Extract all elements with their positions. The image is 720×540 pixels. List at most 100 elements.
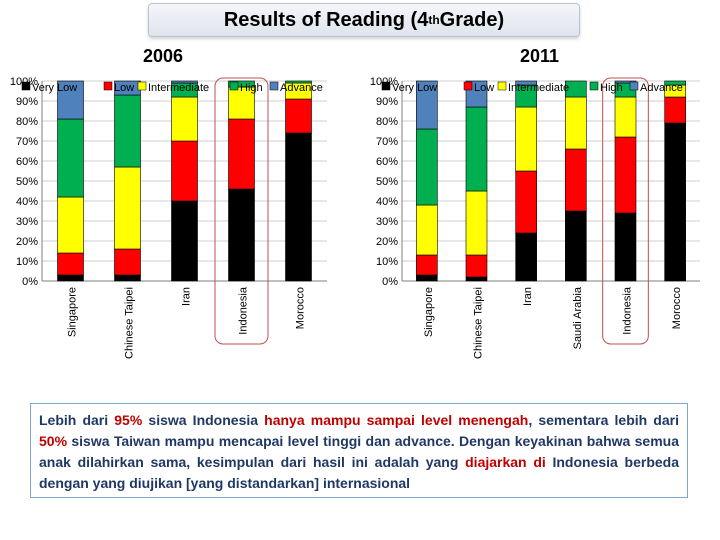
bar-segment bbox=[565, 148, 587, 212]
bar-segment bbox=[228, 86, 255, 120]
bar-segment bbox=[416, 80, 438, 130]
bar-segment bbox=[114, 274, 141, 282]
y-tick-label: 90% bbox=[376, 96, 398, 108]
bar-segment bbox=[57, 118, 84, 198]
bar-segment bbox=[664, 96, 686, 124]
title-sup: th bbox=[428, 13, 440, 27]
bar-segment bbox=[114, 166, 141, 250]
bar-segment bbox=[416, 254, 438, 276]
note-part: Lebih dari bbox=[39, 412, 115, 428]
y-tick-label: 0% bbox=[382, 276, 398, 288]
legend-label: Very Low bbox=[32, 82, 77, 94]
legend-label: Intermediate bbox=[148, 82, 209, 94]
chart-2011-title: 2011 bbox=[520, 46, 560, 66]
x-category-label: Singapore bbox=[423, 287, 435, 337]
x-category-label: Morocco bbox=[295, 287, 307, 329]
bar-segment bbox=[515, 106, 537, 172]
bar-segment bbox=[565, 80, 587, 98]
note-part: , sementara lebih dari bbox=[528, 412, 679, 428]
note-part: 95% bbox=[114, 412, 149, 428]
y-tick-label: 80% bbox=[16, 116, 38, 128]
highlight-frame bbox=[602, 77, 649, 345]
legend-label: Low bbox=[474, 82, 494, 94]
legend-swatch bbox=[463, 81, 473, 91]
bar-segment bbox=[57, 252, 84, 276]
y-tick-label: 80% bbox=[376, 116, 398, 128]
note-part: diajarkan di bbox=[465, 454, 546, 470]
y-tick-label: 20% bbox=[376, 236, 398, 248]
bar-segment bbox=[285, 80, 312, 84]
legend-swatch bbox=[229, 81, 239, 91]
x-category-label: Chinese Taipei bbox=[473, 287, 485, 359]
bar-segment bbox=[171, 96, 198, 142]
highlight-frame bbox=[214, 77, 269, 345]
y-tick-label: 70% bbox=[376, 136, 398, 148]
legend-label: Low bbox=[114, 82, 134, 94]
note-part: 50% bbox=[39, 433, 72, 449]
bar-segment bbox=[416, 204, 438, 256]
bar-segment bbox=[465, 276, 488, 282]
legend-swatch bbox=[21, 81, 31, 91]
x-category-label: Indonesia bbox=[238, 286, 250, 335]
y-tick-label: 70% bbox=[16, 136, 38, 148]
bar-segment bbox=[228, 80, 255, 88]
bar-segment bbox=[171, 80, 198, 84]
bar-segment bbox=[565, 96, 587, 150]
bar-segment bbox=[57, 196, 84, 254]
y-tick-label: 10% bbox=[16, 256, 38, 268]
bar-segment bbox=[614, 136, 637, 214]
legend-swatch bbox=[589, 81, 599, 91]
legend-swatch bbox=[497, 81, 507, 91]
bar-segment bbox=[171, 140, 198, 202]
legend-label: Advance bbox=[280, 82, 323, 94]
bar-segment bbox=[285, 132, 312, 282]
conclusion-note: Lebih dari 95% siswa Indonesia hanya mam… bbox=[30, 403, 688, 498]
legend-label: Advance bbox=[640, 82, 683, 94]
bar-segment bbox=[515, 232, 537, 282]
bar-segment bbox=[285, 98, 312, 134]
y-tick-label: 50% bbox=[376, 176, 398, 188]
x-category-label: Singapore bbox=[67, 287, 79, 337]
y-tick-label: 90% bbox=[16, 96, 38, 108]
x-category-label: Chinese Taipei bbox=[124, 287, 136, 359]
y-tick-label: 60% bbox=[376, 156, 398, 168]
charts-canvas: 0%10%20%30%40%50%60%70%80%90%100%Singapo… bbox=[10, 76, 700, 359]
x-category-label: Iran bbox=[522, 287, 534, 306]
note-part: Indonesia berbeda dengan yang diujikan [… bbox=[39, 454, 679, 491]
note-part: siswa Taiwan bbox=[71, 433, 165, 449]
legend-swatch bbox=[269, 81, 279, 91]
x-category-label: Saudi Arabia bbox=[572, 286, 584, 349]
bar-segment bbox=[515, 170, 537, 234]
bar-segment bbox=[228, 188, 255, 282]
y-tick-label: 20% bbox=[16, 236, 38, 248]
y-tick-label: 50% bbox=[16, 176, 38, 188]
y-tick-label: 0% bbox=[22, 276, 38, 288]
bar-segment bbox=[465, 190, 488, 256]
legend-swatch bbox=[381, 81, 391, 91]
page-title: Results of Reading (4 th Grade) bbox=[148, 3, 580, 37]
legend-label: Very Low bbox=[392, 82, 437, 94]
x-category-label: Indonesia bbox=[622, 286, 634, 335]
y-tick-label: 10% bbox=[376, 256, 398, 268]
bar-segment bbox=[114, 94, 141, 168]
note-part: . Dengan keyakinan bahwa semua anak dila… bbox=[39, 433, 679, 470]
bar-segment bbox=[664, 122, 686, 282]
y-tick-label: 40% bbox=[376, 196, 398, 208]
bar-segment bbox=[57, 274, 84, 282]
bar-segment bbox=[171, 200, 198, 282]
y-tick-label: 30% bbox=[376, 216, 398, 228]
bar-segment bbox=[614, 96, 637, 138]
title-main: Results of Reading (4 bbox=[223, 8, 429, 31]
legend-label: Intermediate bbox=[508, 82, 569, 94]
bar-segment bbox=[465, 254, 488, 278]
legend-label: High bbox=[240, 82, 263, 94]
y-tick-label: 60% bbox=[16, 156, 38, 168]
note-part: siswa Indonesia bbox=[148, 412, 265, 428]
bar-segment bbox=[114, 248, 141, 276]
title-tail: Grade) bbox=[439, 8, 505, 31]
bar-segment bbox=[465, 106, 488, 192]
x-category-label: Morocco bbox=[671, 287, 683, 329]
bar-segment bbox=[416, 274, 438, 282]
legend-swatch bbox=[137, 81, 147, 91]
note-part: hanya mampu sampai level menengah bbox=[264, 412, 529, 428]
